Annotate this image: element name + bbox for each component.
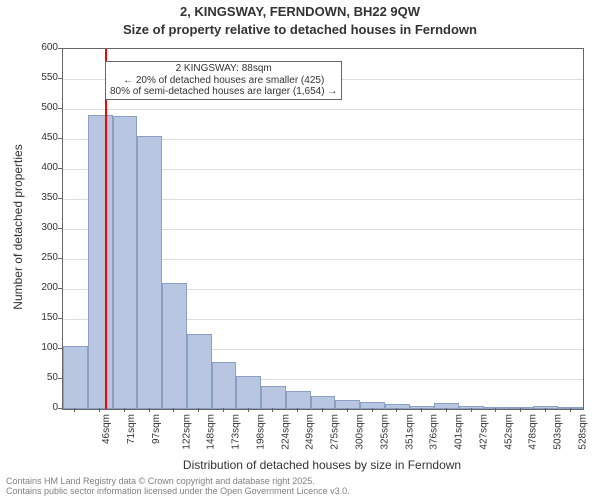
- y-tick-label: 0: [8, 402, 58, 413]
- chart-title-line1: 2, KINGSWAY, FERNDOWN, BH22 9QW: [0, 4, 600, 19]
- histogram-bar: [236, 376, 261, 409]
- x-tick-mark: [446, 408, 447, 412]
- histogram-bar: [558, 407, 583, 409]
- chart-title-line2: Size of property relative to detached ho…: [0, 22, 600, 37]
- x-axis-label: Distribution of detached houses by size …: [62, 458, 582, 472]
- y-tick-mark: [58, 318, 62, 319]
- x-tick-mark: [173, 408, 174, 412]
- y-tick-label: 600: [8, 42, 58, 53]
- x-tick-label: 325sqm: [379, 414, 390, 450]
- annotation-box: 2 KINGSWAY: 88sqm← 20% of detached house…: [105, 61, 342, 100]
- histogram-bar: [212, 362, 237, 409]
- y-tick-label: 50: [8, 372, 58, 383]
- x-tick-label: 528sqm: [577, 414, 588, 450]
- y-tick-mark: [58, 198, 62, 199]
- x-tick-mark: [396, 408, 397, 412]
- x-tick-label: 71sqm: [126, 414, 137, 444]
- x-tick-mark: [248, 408, 249, 412]
- y-tick-label: 100: [8, 342, 58, 353]
- y-tick-mark: [58, 378, 62, 379]
- y-tick-mark: [58, 228, 62, 229]
- x-tick-label: 97sqm: [151, 414, 162, 444]
- x-tick-mark: [74, 408, 75, 412]
- y-tick-label: 400: [8, 162, 58, 173]
- x-tick-label: 275sqm: [330, 414, 341, 450]
- x-tick-mark: [495, 408, 496, 412]
- x-tick-mark: [297, 408, 298, 412]
- y-tick-mark: [58, 288, 62, 289]
- x-tick-mark: [520, 408, 521, 412]
- histogram-bar: [459, 406, 484, 409]
- gridline: [63, 109, 583, 110]
- y-tick-mark: [58, 408, 62, 409]
- x-tick-mark: [272, 408, 273, 412]
- histogram-bar: [335, 400, 360, 409]
- annotation-line: 80% of semi-detached houses are larger (…: [110, 86, 337, 98]
- x-tick-mark: [198, 408, 199, 412]
- x-tick-label: 376sqm: [429, 414, 440, 450]
- x-tick-label: 198sqm: [256, 414, 267, 450]
- histogram-bar: [162, 283, 187, 409]
- x-tick-label: 122sqm: [181, 414, 192, 450]
- plot-area: 2 KINGSWAY: 88sqm← 20% of detached house…: [62, 48, 584, 410]
- histogram-bar: [137, 136, 162, 409]
- x-tick-mark: [124, 408, 125, 412]
- x-tick-mark: [149, 408, 150, 412]
- y-tick-mark: [58, 348, 62, 349]
- y-tick-label: 550: [8, 72, 58, 83]
- y-tick-mark: [58, 138, 62, 139]
- x-tick-label: 478sqm: [528, 414, 539, 450]
- x-tick-mark: [99, 408, 100, 412]
- credit-line: Contains public sector information licen…: [6, 487, 350, 497]
- x-tick-mark: [372, 408, 373, 412]
- x-tick-label: 427sqm: [478, 414, 489, 450]
- y-tick-mark: [58, 108, 62, 109]
- x-tick-mark: [570, 408, 571, 412]
- y-tick-mark: [58, 258, 62, 259]
- property-marker-line: [105, 49, 107, 409]
- x-tick-mark: [322, 408, 323, 412]
- y-tick-label: 200: [8, 282, 58, 293]
- histogram-bar: [187, 334, 212, 409]
- x-tick-label: 300sqm: [355, 414, 366, 450]
- annotation-line: 2 KINGSWAY: 88sqm: [110, 63, 337, 75]
- histogram-bar: [360, 402, 385, 409]
- histogram-bar: [261, 386, 286, 409]
- histogram-bar: [286, 391, 311, 409]
- histogram-bar: [113, 116, 138, 409]
- y-tick-label: 150: [8, 312, 58, 323]
- credits-text: Contains HM Land Registry data © Crown c…: [6, 477, 350, 497]
- y-tick-label: 250: [8, 252, 58, 263]
- x-tick-mark: [421, 408, 422, 412]
- x-tick-label: 503sqm: [553, 414, 564, 450]
- y-tick-mark: [58, 48, 62, 49]
- x-tick-mark: [545, 408, 546, 412]
- x-tick-label: 173sqm: [231, 414, 242, 450]
- x-tick-label: 351sqm: [404, 414, 415, 450]
- y-tick-mark: [58, 168, 62, 169]
- histogram-bar: [533, 406, 558, 409]
- y-tick-label: 450: [8, 132, 58, 143]
- x-tick-label: 249sqm: [305, 414, 316, 450]
- x-tick-mark: [347, 408, 348, 412]
- y-tick-label: 350: [8, 192, 58, 203]
- x-tick-label: 46sqm: [101, 414, 112, 444]
- histogram-bar: [434, 403, 459, 409]
- y-tick-mark: [58, 78, 62, 79]
- x-tick-mark: [223, 408, 224, 412]
- x-tick-label: 452sqm: [503, 414, 514, 450]
- x-tick-mark: [471, 408, 472, 412]
- x-tick-label: 148sqm: [206, 414, 217, 450]
- y-tick-label: 300: [8, 222, 58, 233]
- x-tick-label: 401sqm: [454, 414, 465, 450]
- x-tick-label: 224sqm: [280, 414, 291, 450]
- annotation-line: ← 20% of detached houses are smaller (42…: [110, 75, 337, 87]
- histogram-bar: [88, 115, 113, 409]
- y-tick-label: 500: [8, 102, 58, 113]
- histogram-bar: [63, 346, 88, 409]
